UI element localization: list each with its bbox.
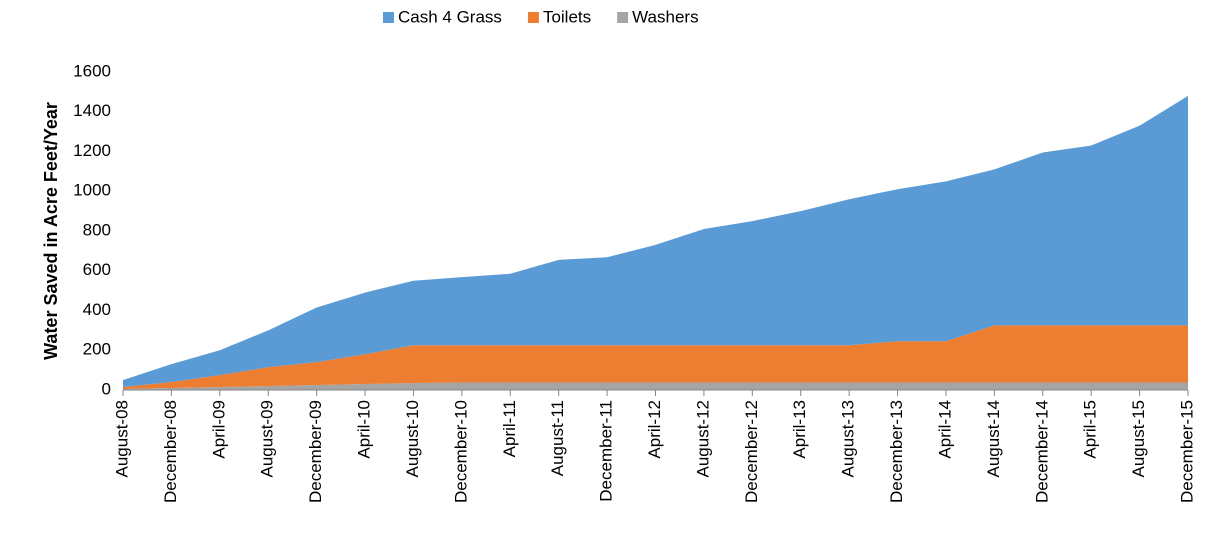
x-tick-label: August-10 — [403, 400, 422, 478]
y-tick-label: 800 — [83, 220, 111, 239]
x-tick-label: December-11 — [597, 400, 616, 502]
y-tick-label: 600 — [83, 260, 111, 279]
x-tick-label: April-12 — [645, 400, 664, 459]
y-tick-label: 1000 — [73, 181, 111, 200]
legend-swatch — [383, 12, 394, 23]
x-tick-label: August-15 — [1129, 400, 1148, 478]
x-tick-label: April-10 — [355, 400, 374, 459]
y-tick-label: 0 — [102, 379, 111, 398]
legend-label: Cash 4 Grass — [398, 7, 502, 26]
x-tick-label: April-13 — [790, 400, 809, 459]
y-tick-label: 1600 — [73, 61, 111, 80]
area — [123, 95, 1188, 388]
x-tick-label: April-09 — [209, 400, 228, 459]
area — [123, 382, 1188, 390]
legend-swatch — [527, 12, 539, 23]
y-tick-label: 400 — [83, 300, 111, 319]
legend-label: Washers — [632, 7, 698, 26]
x-tick-label: December-15 — [1177, 400, 1196, 503]
x-tick-label: August-08 — [112, 400, 131, 478]
x-tick-label: April-14 — [935, 400, 954, 459]
x-tick-label: August-13 — [839, 400, 858, 478]
x-tick-label: December-08 — [161, 400, 180, 503]
y-tick-label: 1200 — [73, 141, 111, 160]
legend-swatch — [617, 12, 629, 23]
x-tick-label: April-15 — [1081, 400, 1100, 459]
x-tick-label: December-14 — [1032, 400, 1051, 503]
x-tick-label: April-11 — [500, 400, 519, 457]
x-tick-label: December-09 — [306, 400, 325, 503]
x-tick-label: August-11 — [548, 400, 567, 476]
x-tick-label: December-13 — [887, 400, 906, 503]
x-tick-label: December-10 — [451, 400, 470, 503]
y-tick-label: 1400 — [73, 101, 111, 120]
y-tick-label: 200 — [83, 340, 111, 359]
y-axis-label: Water Saved in Acre Feet/Year — [41, 102, 61, 360]
x-tick-label: August-12 — [693, 400, 712, 478]
x-tick-label: December-12 — [742, 400, 761, 503]
x-tick-label: August-09 — [258, 400, 277, 478]
legend-label: Toilets — [543, 7, 591, 26]
x-tick-label: August-14 — [984, 400, 1003, 478]
